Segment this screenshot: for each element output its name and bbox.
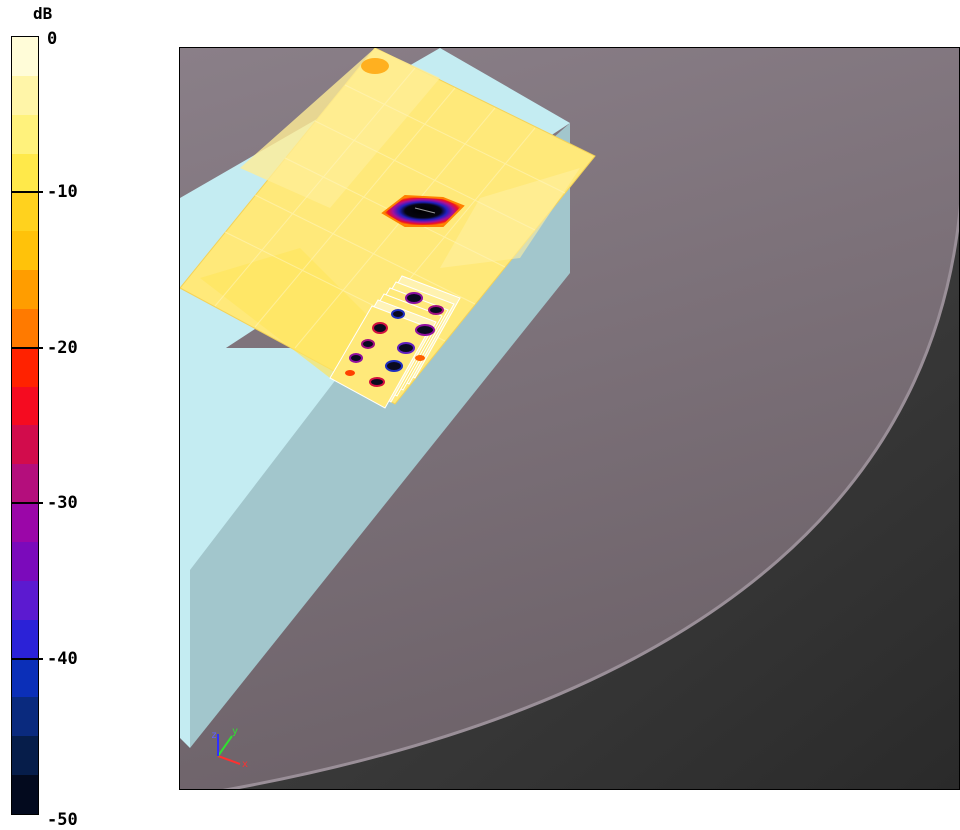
colorbar-band <box>12 75 38 115</box>
axis-y-line <box>217 735 233 757</box>
legend-tick-line <box>11 346 43 349</box>
legend-tick-label: -20 <box>47 337 78 358</box>
colorbar-band <box>12 386 38 426</box>
legend-tick-label: -30 <box>47 493 78 514</box>
null-highlight <box>414 207 436 214</box>
legend-tick-line <box>11 190 43 193</box>
axis-triad: x y z <box>211 726 248 770</box>
outer-dark-region <box>230 218 959 789</box>
field-hotspot <box>361 58 389 74</box>
colorbar-band <box>12 270 38 309</box>
axis-x-label: x <box>242 759 248 770</box>
legend-tick-label: -40 <box>47 649 78 670</box>
slice-stack <box>329 275 461 409</box>
colorbar-legend: dB 0 -10 -20 -30 -40 -50 <box>0 0 120 829</box>
cylinder-edge <box>222 203 959 789</box>
colorbar-band <box>12 308 38 348</box>
field-plane-shade-1 <box>240 48 440 208</box>
block-left-strip <box>180 348 360 576</box>
legend-unit: dB <box>33 4 53 23</box>
colorbar-band <box>12 464 38 504</box>
colorbar-band <box>12 114 38 154</box>
axis-x-line <box>217 755 241 765</box>
colorbar-band <box>12 736 38 776</box>
colorbar-band <box>12 192 38 232</box>
colorbar-band <box>12 580 38 620</box>
colorbar-band <box>12 153 38 193</box>
scene-svg: x y z <box>180 48 959 789</box>
colorbar <box>11 36 39 815</box>
legend-tick-line <box>11 502 43 505</box>
legend-tick-label: -50 <box>47 810 78 830</box>
colorbar-band <box>12 775 38 814</box>
colorbar-band <box>12 347 38 387</box>
field-plane-shade-2 <box>200 248 380 378</box>
colorbar-band <box>12 231 38 271</box>
axis-z-label: z <box>211 730 217 741</box>
legend-tick-label: -10 <box>47 181 78 202</box>
null-hexagon <box>381 194 465 227</box>
colorbar-band <box>12 658 38 698</box>
legend-tick-line <box>11 658 43 661</box>
colorbar-band <box>12 503 38 542</box>
colorbar-band <box>12 425 38 465</box>
legend-tick-label: 0 <box>47 29 58 49</box>
colorbar-band <box>12 697 38 737</box>
slice-blobs <box>345 292 444 387</box>
3d-viewport[interactable]: x y z <box>179 47 960 790</box>
colorbar-band <box>12 619 38 659</box>
colorbar-band <box>12 541 38 581</box>
axis-y-label: y <box>232 726 238 737</box>
colorbar-band <box>12 37 38 76</box>
